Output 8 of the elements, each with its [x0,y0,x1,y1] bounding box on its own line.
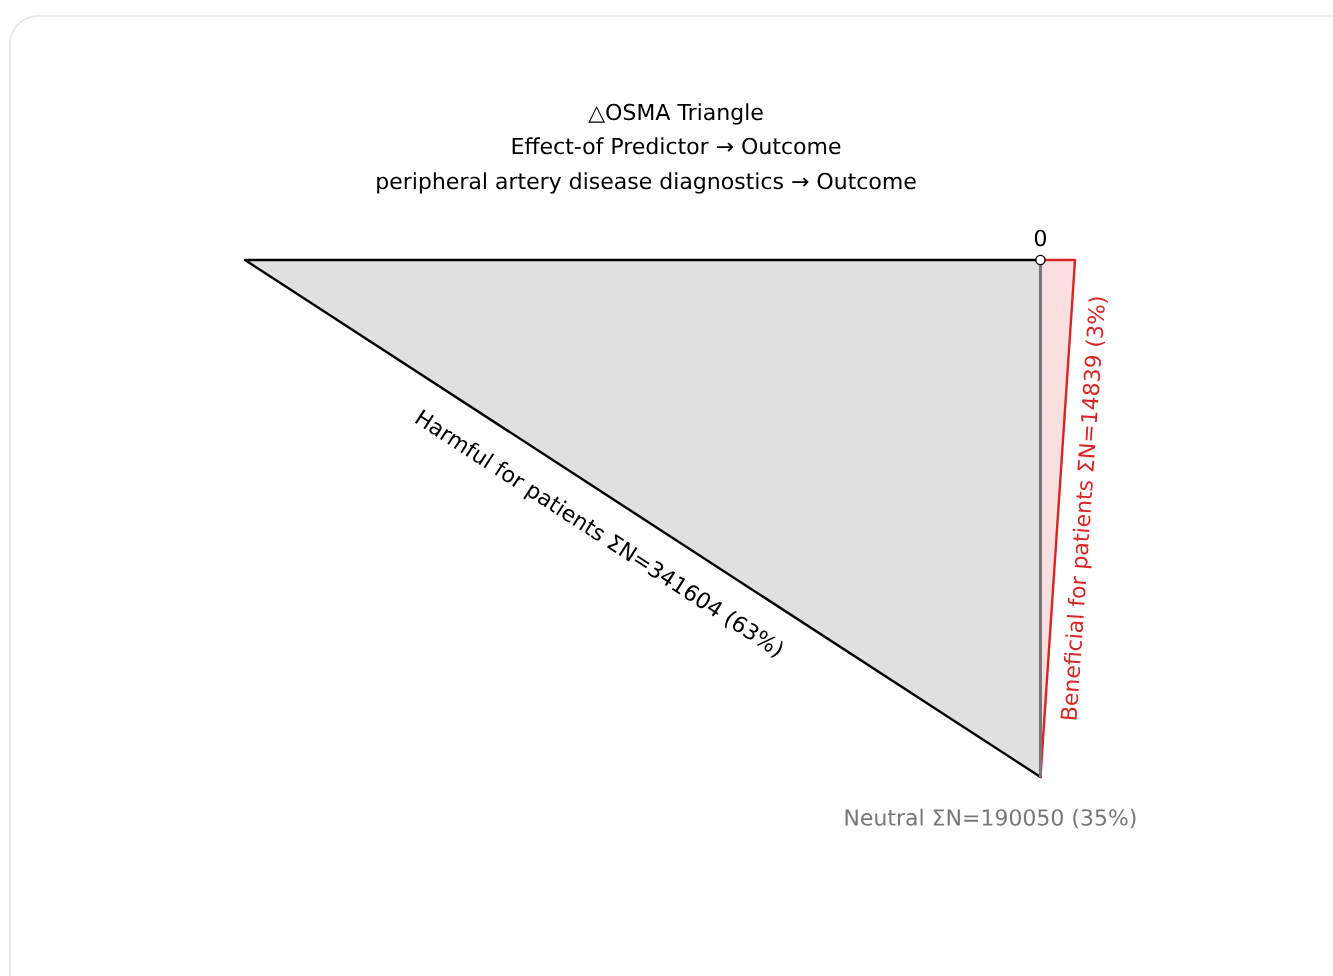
category-label: Beneficial for patients [1060,481,1093,720]
data-label: ΣN=14839 (3%) [1077,297,1108,472]
text: peripheral artery disease diagnostics → Outcome [377,172,916,194]
text: Effect-of Predictor → Outcome [512,137,841,155]
text: △OSMA Triangle [588,103,763,125]
data-label: ΣN=190050 (35%) [933,808,1136,829]
text: 0 [1034,229,1046,247]
category-label: Neutral [845,808,923,826]
